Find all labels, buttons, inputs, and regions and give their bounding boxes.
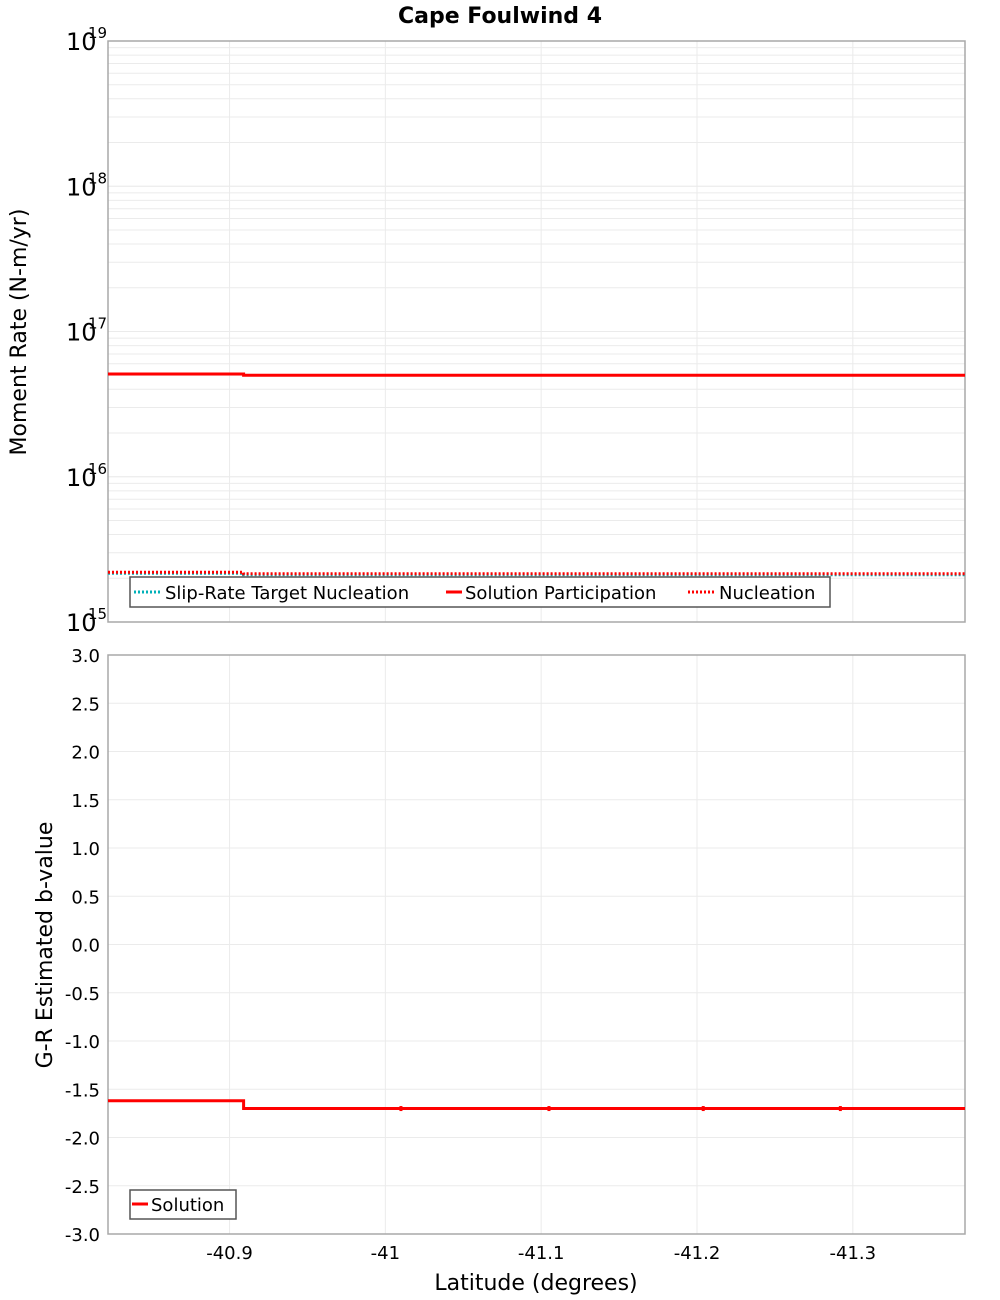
y-tick-label: 1.0	[71, 839, 100, 860]
moment-rate-y-axis-label: Moment Rate (N-m/yr)	[7, 209, 32, 456]
y-tick-label: -2.5	[65, 1177, 100, 1198]
b-value-legend: Solution	[129, 1189, 237, 1220]
y-tick-label: 3.0	[71, 646, 100, 667]
segment-marker	[701, 1106, 705, 1112]
y-tick-label: -3.0	[65, 1225, 100, 1246]
x-tick-label: -41.2	[674, 1243, 721, 1264]
series-nucleation	[108, 570, 965, 576]
moment-rate-gridlines	[108, 40, 965, 623]
x-axis-ticks: -40.9 -41 -41.1 -41.2 -41.3	[206, 1243, 876, 1264]
chart-title: Cape Foulwind 4	[398, 4, 602, 29]
y-tick-label: 10	[66, 319, 97, 347]
x-axis-label: Latitude (degrees)	[434, 1271, 637, 1296]
y-tick-label: 10	[66, 173, 97, 201]
y-tick-exponent: 16	[88, 460, 107, 478]
b-value-y-ticks: 3.0 2.5 2.0 1.5 1.0 0.5 0.0 -0.5 -1.0 -1.5 -2.0 -2.…	[65, 646, 100, 1246]
y-tick-label: 0.5	[71, 887, 100, 908]
legend-label-solution: Solution	[151, 1195, 224, 1216]
y-tick-label: 10	[66, 464, 97, 492]
y-tick-exponent: 17	[88, 315, 107, 333]
y-tick-label: 0.0	[71, 936, 100, 957]
series-solution	[108, 1099, 965, 1110]
y-tick-exponent: 19	[88, 24, 107, 42]
legend-label-nucleation: Nucleation	[719, 583, 815, 604]
y-tick-label: 10	[66, 609, 97, 637]
y-tick-label: 2.5	[71, 694, 100, 715]
b-value-series	[108, 1099, 965, 1112]
moment-rate-plot-frame	[107, 40, 966, 623]
legend-label-solution-participation: Solution Participation	[465, 583, 656, 604]
y-tick-label: -1.5	[65, 1080, 100, 1101]
b-value-y-axis-label: G-R Estimated b-value	[33, 822, 58, 1069]
x-tick-label: -41	[371, 1243, 400, 1264]
b-value-gridlines	[108, 654, 965, 1235]
y-tick-label: -1.0	[65, 1032, 100, 1053]
legend-label-target-nucleation: Slip-Rate Target Nucleation	[165, 583, 409, 604]
segment-marker	[838, 1106, 842, 1112]
y-tick-exponent: 18	[88, 169, 107, 187]
y-tick-label: -0.5	[65, 984, 100, 1005]
series-solution-participation	[108, 372, 965, 377]
x-tick-label: -41.3	[830, 1243, 877, 1264]
moment-rate-series	[108, 372, 965, 577]
y-tick-label: 1.5	[71, 791, 100, 812]
segment-marker	[399, 1106, 403, 1112]
segment-marker	[547, 1106, 551, 1112]
y-tick-label: 10	[66, 28, 97, 56]
y-tick-label: 2.0	[71, 743, 100, 764]
x-tick-label: -41.1	[518, 1243, 565, 1264]
moment-rate-legend: Slip-Rate Target Nucleation Solution Par…	[129, 576, 831, 608]
b-value-plot-frame	[107, 654, 966, 1235]
x-tick-label: -40.9	[206, 1243, 253, 1264]
b-value-plot: 3.0 2.5 2.0 1.5 1.0 0.5 0.0 -0.5 -1.0 -1.5 -2.0 -2.…	[33, 646, 966, 1296]
y-tick-label: -2.0	[65, 1129, 100, 1150]
y-tick-exponent: 15	[88, 605, 107, 623]
